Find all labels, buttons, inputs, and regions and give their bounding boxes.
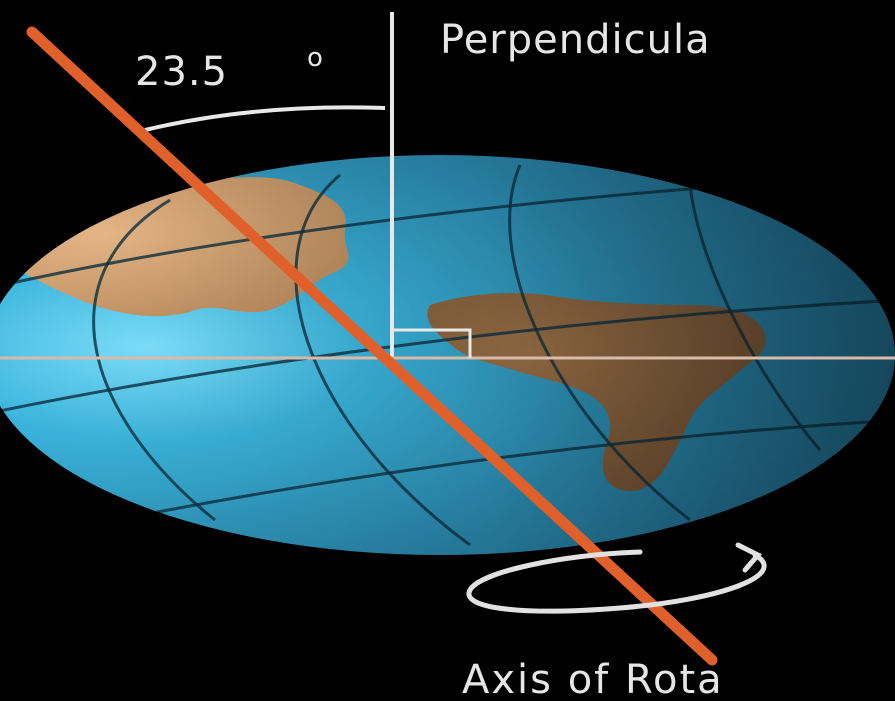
tilt-angle-label: 23.5	[135, 49, 229, 95]
axis-of-rotation-label: Axis of Rota	[462, 657, 724, 701]
tilt-angle-arc	[144, 105, 386, 132]
guide-lines	[0, 12, 895, 360]
globe-shading	[0, 155, 895, 555]
right-angle-marker	[392, 328, 472, 358]
globe	[0, 155, 895, 555]
perpendicular-label: Perpendicula	[440, 17, 711, 63]
rotation-arrow	[466, 542, 767, 614]
degree-symbol: o	[307, 43, 323, 73]
